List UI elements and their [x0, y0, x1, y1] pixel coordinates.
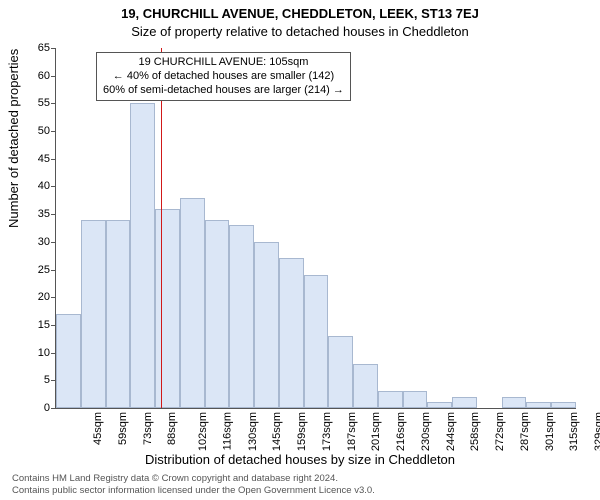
histogram-bar — [205, 220, 230, 408]
histogram-bar — [378, 391, 403, 408]
x-tick-label: 315sqm — [569, 412, 581, 451]
histogram-bar — [353, 364, 378, 408]
footer-line2: Contains public sector information licen… — [12, 485, 375, 496]
x-tick-label: 187sqm — [346, 412, 358, 451]
histogram-bar — [279, 258, 304, 408]
x-tick-label: 230sqm — [420, 412, 432, 451]
x-tick-label: 216sqm — [395, 412, 407, 451]
y-tick-label: 55 — [0, 97, 50, 109]
histogram-bar — [551, 402, 576, 408]
histogram-bar — [106, 220, 131, 408]
chart-title-main: 19, CHURCHILL AVENUE, CHEDDLETON, LEEK, … — [0, 6, 600, 21]
x-tick-label: 272sqm — [494, 412, 506, 451]
x-tick-label: 287sqm — [519, 412, 531, 451]
y-tick-label: 20 — [0, 291, 50, 303]
histogram-bar — [81, 220, 106, 408]
annotation-box: 19 CHURCHILL AVENUE: 105sqm ← 40% of det… — [96, 52, 351, 101]
chart-title-sub: Size of property relative to detached ho… — [0, 24, 600, 39]
y-tick-label: 45 — [0, 153, 50, 165]
y-tick-label: 35 — [0, 208, 50, 220]
y-tick-label: 15 — [0, 319, 50, 331]
histogram-bar — [526, 402, 551, 408]
y-tick-label: 25 — [0, 264, 50, 276]
y-tick-label: 50 — [0, 125, 50, 137]
histogram-bar — [254, 242, 279, 408]
x-tick-label: 201sqm — [371, 412, 383, 451]
histogram-bar — [427, 402, 452, 408]
x-axis-label: Distribution of detached houses by size … — [0, 452, 600, 467]
x-tick-label: 258sqm — [470, 412, 482, 451]
footer-line1: Contains HM Land Registry data © Crown c… — [12, 473, 375, 484]
x-tick-label: 159sqm — [296, 412, 308, 451]
reference-line — [161, 48, 162, 408]
x-tick-label: 173sqm — [321, 412, 333, 451]
histogram-bar — [403, 391, 428, 408]
y-tick-label: 60 — [0, 70, 50, 82]
annotation-line3: 60% of semi-detached houses are larger (… — [103, 84, 344, 98]
y-tick-label: 5 — [0, 374, 50, 386]
chart-container: 19, CHURCHILL AVENUE, CHEDDLETON, LEEK, … — [0, 0, 600, 500]
x-tick-label: 73sqm — [142, 412, 154, 445]
annotation-line2: ← 40% of detached houses are smaller (14… — [103, 70, 344, 84]
x-tick-label: 244sqm — [445, 412, 457, 451]
x-tick-label: 88sqm — [166, 412, 178, 445]
x-tick-label: 59sqm — [117, 412, 129, 445]
histogram-bar — [180, 198, 205, 408]
plot-area: 19 CHURCHILL AVENUE: 105sqm ← 40% of det… — [55, 48, 576, 409]
histogram-bar — [229, 225, 254, 408]
x-tick-label: 329sqm — [593, 412, 600, 451]
x-tick-label: 45sqm — [92, 412, 104, 445]
annotation-line1: 19 CHURCHILL AVENUE: 105sqm — [103, 56, 344, 70]
y-tick-label: 0 — [0, 402, 50, 414]
y-tick-label: 10 — [0, 347, 50, 359]
x-tick-label: 102sqm — [197, 412, 209, 451]
y-tick-label: 40 — [0, 180, 50, 192]
y-tick-label: 30 — [0, 236, 50, 248]
footer-attribution: Contains HM Land Registry data © Crown c… — [12, 473, 375, 496]
x-tick-label: 130sqm — [247, 412, 259, 451]
histogram-bar — [502, 397, 527, 408]
x-tick-label: 145sqm — [271, 412, 283, 451]
histogram-bar — [155, 209, 180, 408]
histogram-bar — [452, 397, 477, 408]
histogram-bar — [304, 275, 329, 408]
histogram-bar — [130, 103, 155, 408]
x-tick-label: 301sqm — [544, 412, 556, 451]
y-tick-label: 65 — [0, 42, 50, 54]
x-tick-label: 116sqm — [221, 412, 233, 450]
histogram-bar — [328, 336, 353, 408]
histogram-bar — [56, 314, 81, 408]
